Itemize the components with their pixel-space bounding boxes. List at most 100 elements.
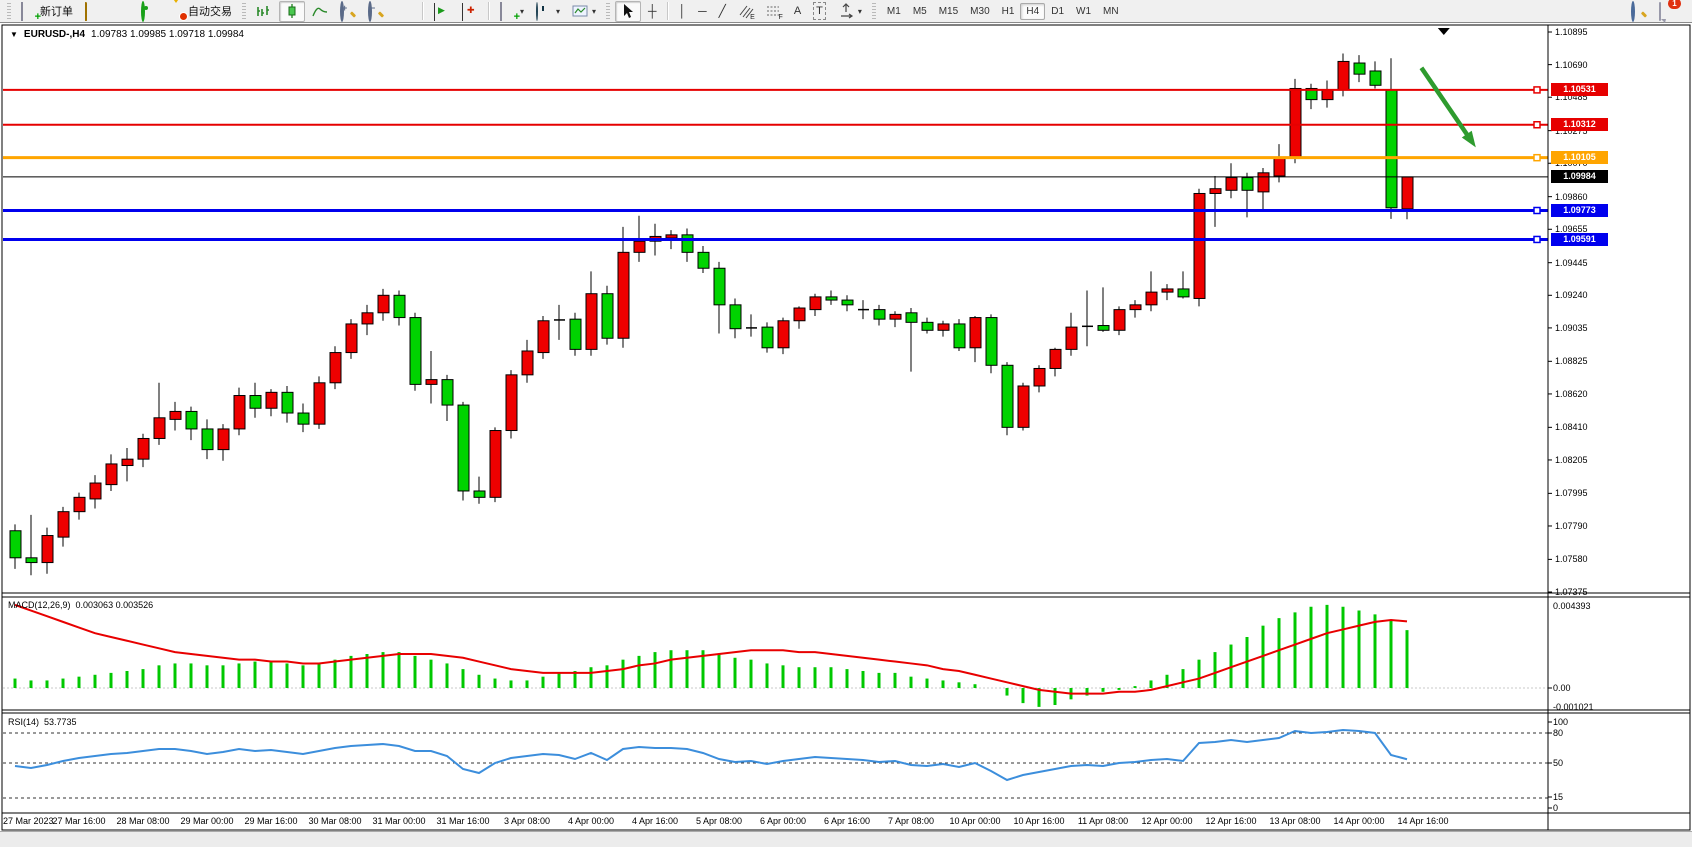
candle-body bbox=[537, 320, 550, 354]
line-handle[interactable] bbox=[1533, 121, 1541, 129]
candle-body bbox=[393, 294, 406, 319]
line-handle[interactable] bbox=[1533, 86, 1541, 94]
dropdown-arrow-icon: ▾ bbox=[556, 6, 561, 16]
candle-body bbox=[1257, 172, 1270, 193]
candle-body bbox=[233, 395, 246, 430]
timeframe-button-W1[interactable]: W1 bbox=[1076, 5, 1092, 17]
candle-body bbox=[569, 318, 582, 350]
signals-button[interactable] bbox=[136, 1, 162, 22]
bar-chart-mode-button[interactable] bbox=[251, 1, 277, 22]
profile-icon bbox=[113, 3, 129, 19]
zoom-out-button[interactable]: − bbox=[363, 1, 389, 22]
vertical-line-tool-button[interactable]: │ bbox=[674, 1, 692, 22]
line-handle[interactable] bbox=[1533, 153, 1541, 162]
timeframe-button-M30[interactable]: M30 bbox=[970, 5, 990, 17]
timeframe-button-M5[interactable]: M5 bbox=[912, 5, 927, 17]
fibonacci-icon: F bbox=[766, 3, 783, 21]
time-axis-label: 28 Mar 08:00 bbox=[116, 816, 170, 826]
timeframe-button-MN[interactable]: MN bbox=[1103, 5, 1119, 17]
time-axis-label: 29 Mar 16:00 bbox=[244, 816, 298, 826]
price-tick-label: 1.07790 bbox=[1555, 520, 1588, 531]
candle-body bbox=[1177, 288, 1190, 298]
tile-windows-button[interactable] bbox=[391, 1, 417, 22]
new-order-button[interactable]: + 新订单 bbox=[16, 1, 78, 23]
toolbar-grip[interactable] bbox=[606, 3, 611, 19]
main-toolbar: + 新订单 自动交易 + − ▶ ✚ bbox=[0, 0, 1692, 23]
new-order-label: 新订单 bbox=[40, 6, 73, 18]
time-axis-label: 29 Mar 00:00 bbox=[180, 816, 234, 826]
auto-scroll-button[interactable]: ▶ bbox=[429, 1, 455, 22]
candle-body bbox=[457, 404, 470, 492]
search-icon bbox=[1631, 1, 1647, 22]
cursor-icon bbox=[620, 3, 636, 19]
chart-window[interactable]: ▼ EURUSD-,H4 1.09783 1.09985 1.09718 1.0… bbox=[0, 24, 1692, 847]
zoom-in-button[interactable]: + bbox=[335, 1, 361, 22]
horizontal-line-icon: ─ bbox=[698, 4, 707, 18]
trendline-tool-button[interactable]: ╱ bbox=[714, 1, 731, 22]
search-button[interactable] bbox=[1626, 1, 1652, 22]
candle-body bbox=[1289, 87, 1302, 159]
time-axis-label: 27 Mar 2023 bbox=[3, 816, 54, 826]
candlestick-mode-button[interactable] bbox=[279, 0, 305, 22]
fibonacci-tool-button[interactable]: F bbox=[761, 1, 787, 22]
candle-body bbox=[809, 296, 822, 311]
candle-body bbox=[153, 417, 166, 439]
indicators-button[interactable]: + ▾ bbox=[495, 1, 529, 23]
sell-arrow-annotation[interactable] bbox=[1419, 66, 1473, 141]
chart-shift-icon: ✚ bbox=[462, 3, 478, 21]
toolbar-grip[interactable] bbox=[871, 3, 876, 19]
profile-button[interactable] bbox=[108, 1, 134, 22]
candle-body bbox=[617, 251, 630, 339]
price-tick-label: 1.08620 bbox=[1555, 388, 1588, 399]
chart-title: ▼ EURUSD-,H4 1.09783 1.09985 1.09718 1.0… bbox=[10, 29, 244, 40]
chat-button[interactable]: 1 bbox=[1654, 0, 1681, 22]
candle-body bbox=[601, 293, 614, 339]
horizontal-line-tool-button[interactable]: ─ bbox=[693, 1, 712, 22]
timeframe-button-H1[interactable]: H1 bbox=[1001, 5, 1015, 17]
timeframe-bar: M1 M5 M15 M30 H1 H4 D1 W1 MN bbox=[881, 2, 1125, 20]
timeframe-button-M15[interactable]: M15 bbox=[938, 5, 959, 17]
text-tool-button[interactable]: A bbox=[789, 1, 806, 22]
candle-body bbox=[73, 496, 86, 513]
timeframe-button-H4[interactable]: H4 bbox=[1020, 2, 1046, 20]
text-tool-icon: A bbox=[793, 5, 802, 17]
symbol-dropdown-icon[interactable]: ▼ bbox=[10, 30, 18, 39]
candle-body bbox=[185, 410, 198, 430]
order-book-button[interactable] bbox=[80, 1, 106, 22]
macd-signal-line bbox=[14, 603, 1408, 695]
time-axis-label: 14 Apr 16:00 bbox=[1397, 816, 1449, 826]
label-tool-button[interactable]: T bbox=[808, 1, 831, 22]
periods-button[interactable]: ▾ bbox=[531, 1, 565, 22]
chart-canvas[interactable] bbox=[0, 24, 1692, 846]
line-chart-mode-button[interactable] bbox=[307, 1, 333, 22]
time-axis-label: 31 Mar 16:00 bbox=[436, 816, 490, 826]
time-axis-label: 11 Apr 08:00 bbox=[1077, 816, 1129, 826]
line-handle[interactable] bbox=[1533, 206, 1541, 215]
channel-tool-button[interactable]: E bbox=[733, 1, 759, 22]
time-axis-label: 13 Apr 08:00 bbox=[1269, 816, 1321, 826]
toolbar-grip[interactable] bbox=[7, 3, 11, 19]
price-tick-label: 1.09655 bbox=[1555, 224, 1588, 235]
timeframe-button-D1[interactable]: D1 bbox=[1051, 5, 1065, 17]
time-axis-label: 12 Apr 00:00 bbox=[1141, 816, 1193, 826]
arrows-tool-button[interactable]: ▾ bbox=[833, 1, 867, 22]
time-axis-label: 6 Apr 16:00 bbox=[823, 816, 871, 826]
chart-shift-button[interactable]: ✚ bbox=[457, 1, 483, 22]
timeframe-button-M1[interactable]: M1 bbox=[886, 5, 901, 17]
candle-body bbox=[521, 350, 534, 376]
candle-body bbox=[1273, 157, 1286, 177]
auto-trading-button[interactable]: 自动交易 bbox=[164, 0, 237, 22]
crosshair-tool-button[interactable]: ┼ bbox=[643, 1, 662, 22]
candle-body bbox=[1305, 87, 1318, 101]
time-axis-label: 3 Apr 08:00 bbox=[503, 816, 551, 826]
price-tag-1.10312: 1.10312 bbox=[1551, 118, 1608, 132]
time-marker-icon[interactable] bbox=[1437, 28, 1450, 35]
candle-body bbox=[313, 382, 326, 425]
line-handle[interactable] bbox=[1533, 235, 1541, 244]
cursor-tool-button[interactable] bbox=[615, 0, 642, 22]
templates-button[interactable]: ▾ bbox=[567, 1, 601, 22]
candle-body bbox=[713, 267, 726, 306]
toolbar-grip[interactable] bbox=[242, 3, 246, 19]
candle-body bbox=[1369, 70, 1382, 86]
candle-body bbox=[1033, 367, 1046, 387]
